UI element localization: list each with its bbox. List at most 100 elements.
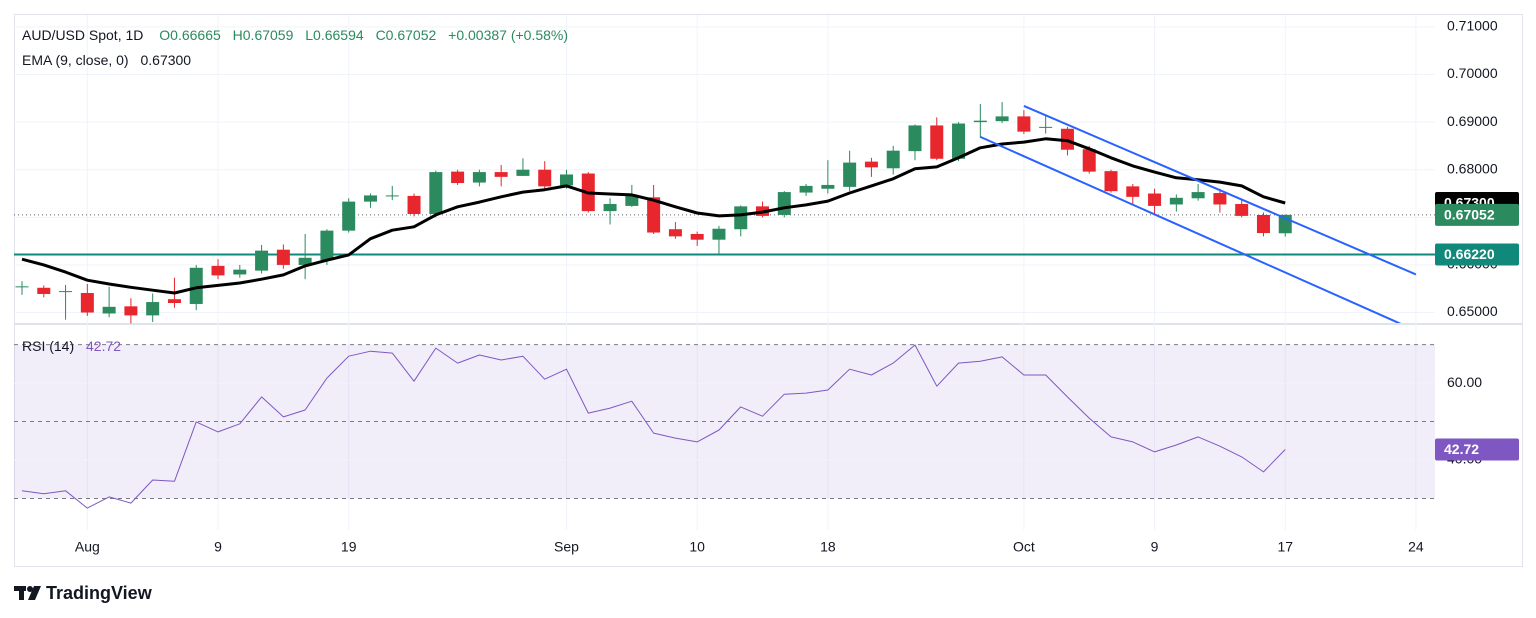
candle-body [298,257,312,265]
candle-body [1039,126,1053,128]
candle-body [124,306,138,316]
candle-body [363,195,377,202]
candle-body [799,185,813,193]
logo-stem [19,586,24,600]
x-tick-label: Aug [75,539,100,555]
brand-logo [14,586,41,600]
candle-body [451,171,465,184]
legend: AUD/USD Spot, 1D O0.66665 H0.67059 L0.66… [22,27,568,354]
x-tick-label: Sep [554,539,579,555]
candle-body [777,192,791,215]
price-legend: AUD/USD Spot, 1D O0.66665 H0.67059 L0.66… [22,27,568,43]
candle-body [1017,116,1031,132]
x-tick-label: 9 [1151,539,1159,555]
ema-value: 0.67300 [140,52,191,68]
candle-body [1126,186,1140,197]
candle-body [1148,193,1162,206]
candle-body [864,161,878,168]
price-label-bg [1435,203,1519,226]
candle-body [516,169,530,176]
candle-body [233,269,247,275]
candle-body [342,201,356,231]
candle-body [320,230,334,261]
candle-body [472,172,486,183]
candle-body [1191,192,1205,199]
ohlc-open: O0.66665 [159,27,221,43]
candle-body [59,291,73,293]
logo-dot [27,586,33,592]
candle-body [37,287,51,294]
ohlc-high: H0.67059 [233,27,294,43]
candle-body [734,206,748,230]
x-tick-label: 24 [1408,539,1424,555]
candle-body [211,265,225,276]
candle-body [952,123,966,159]
ohlc-low: L0.66594 [305,27,364,43]
candle-body [886,150,900,169]
candle-body [821,184,835,189]
candle-body [995,116,1009,122]
price-label: 0.67052 [1444,207,1495,223]
candle-body [146,302,160,316]
candle-body [538,169,552,187]
candle-body [407,195,421,214]
ema-name: EMA (9, close, 0) [22,52,129,68]
candle-body [973,120,987,123]
rsi-value: 42.72 [86,338,121,354]
candle-body [690,233,704,240]
symbol: AUD/USD Spot, 1D [22,27,143,43]
x-tick-label: 19 [341,539,357,555]
y-tick-label: 0.70000 [1447,65,1498,81]
candle-body [189,267,203,304]
price-label: 42.72 [1444,441,1479,457]
rsi-band [14,344,1435,499]
candle-body [1256,214,1270,234]
candle-body [603,203,617,212]
price-label: 0.66220 [1444,246,1495,262]
x-tick-label: 9 [214,539,222,555]
candle-body [712,228,726,240]
x-tick-label: 10 [689,539,705,555]
candle-body [930,125,944,159]
candle-body [15,286,29,288]
candle-body [385,195,399,197]
ema-line [21,137,1286,295]
candle-body [1104,171,1118,192]
candle-body [102,306,116,314]
brand: TradingView [46,583,153,603]
candle-body [560,174,573,186]
candle-body [494,172,508,177]
y-tick-label: 0.68000 [1447,160,1498,176]
candle-body [668,229,682,237]
trendline [1023,105,1417,276]
candle-body [908,125,922,152]
ohlc-change: +0.00387 (+0.58%) [448,27,568,43]
rsi-line [21,344,1286,509]
candle-body [167,299,181,304]
ohlc-close: C0.67052 [376,27,437,43]
x-tick-label: Oct [1013,539,1035,555]
logo-slash [28,586,41,600]
candle-body [276,249,290,265]
rsi-name: RSI (14) [22,338,74,354]
candle-body [255,250,269,271]
candle-body [843,162,857,187]
candle-body [647,197,661,233]
candle-body [1082,149,1096,172]
candle-body [1213,193,1227,205]
price-label-bg [1435,438,1519,461]
y-tick-label: 60.00 [1447,374,1482,390]
y-tick-label: 0.71000 [1447,18,1498,34]
rsi-legend: RSI (14) 42.72 [22,338,121,354]
y-tick-label: 0.65000 [1447,303,1498,319]
chart-frame [14,14,1523,567]
x-tick-label: 17 [1277,539,1293,555]
ema-legend: EMA (9, close, 0) 0.67300 [22,52,191,68]
trendline [979,135,1402,323]
candle-body [625,195,639,206]
x-tick-label: 18 [820,539,836,555]
candle-body [1235,203,1249,216]
y-tick-label: 0.69000 [1447,113,1498,129]
